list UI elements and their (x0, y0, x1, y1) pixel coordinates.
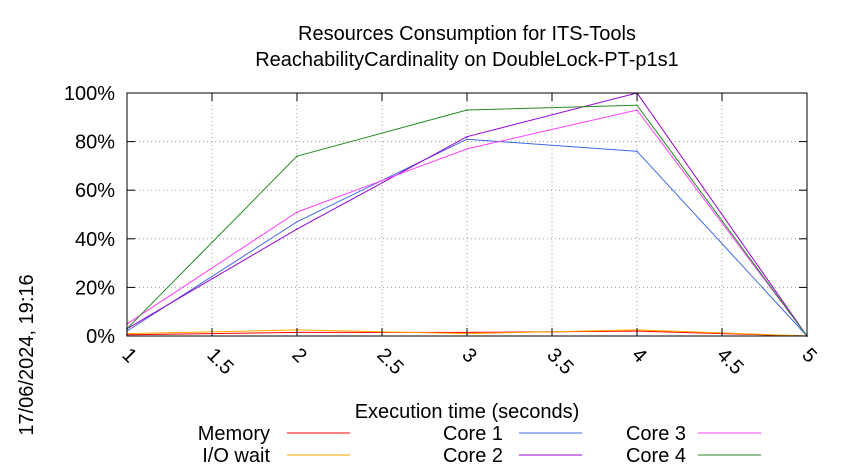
legend-label: Memory (198, 423, 270, 445)
chart-title-line-1: Resources Consumption for ITS-Tools (298, 23, 636, 45)
x-tick-label: 2.5 (372, 344, 407, 379)
data-point (466, 109, 468, 111)
series-line-core-3 (126, 109, 808, 337)
y-tick-label: 20% (75, 277, 115, 299)
x-axis-label: Execution time (seconds) (355, 401, 580, 423)
x-tick-label: 4 (627, 344, 650, 367)
data-point (296, 220, 298, 223)
legend-label: I/O wait (202, 445, 270, 467)
x-tick-label: 1 (117, 344, 140, 367)
data-point (296, 211, 298, 213)
y-tick-label: 40% (75, 229, 115, 251)
grid (127, 93, 807, 336)
data-point (466, 138, 468, 140)
data-point (466, 135, 468, 138)
legend-label: Core 2 (443, 445, 503, 467)
data-point (466, 148, 468, 150)
series-lines (126, 92, 808, 337)
y-axis-ticks: 0% 20% 40% 60% 80% 100% (64, 83, 807, 348)
x-tick-label: 2 (287, 344, 310, 367)
x-tick-label: 5 (797, 344, 820, 367)
data-point (636, 104, 638, 106)
chart-title-line-2: ReachabilityCardinality on DoubleLock-PT… (255, 49, 679, 71)
legend-label: Core 3 (626, 423, 686, 445)
legend-label: Core 4 (626, 445, 686, 467)
data-point (296, 228, 298, 230)
y-tick-label: 0% (86, 326, 115, 348)
y-tick-label: 100% (64, 83, 115, 105)
timestamp-label: 17/06/2024, 19:16 (16, 274, 38, 435)
legend-label: Core 1 (443, 423, 503, 445)
y-tick-label: 60% (75, 180, 115, 202)
x-tick-label: 4.5 (712, 344, 747, 379)
x-tick-label: 1.5 (202, 344, 237, 379)
y-tick-label: 80% (75, 132, 115, 154)
x-tick-label: 3 (457, 344, 480, 367)
x-tick-label: 3.5 (542, 344, 577, 379)
data-point (296, 155, 298, 157)
data-point (636, 109, 638, 111)
data-point (636, 150, 638, 153)
